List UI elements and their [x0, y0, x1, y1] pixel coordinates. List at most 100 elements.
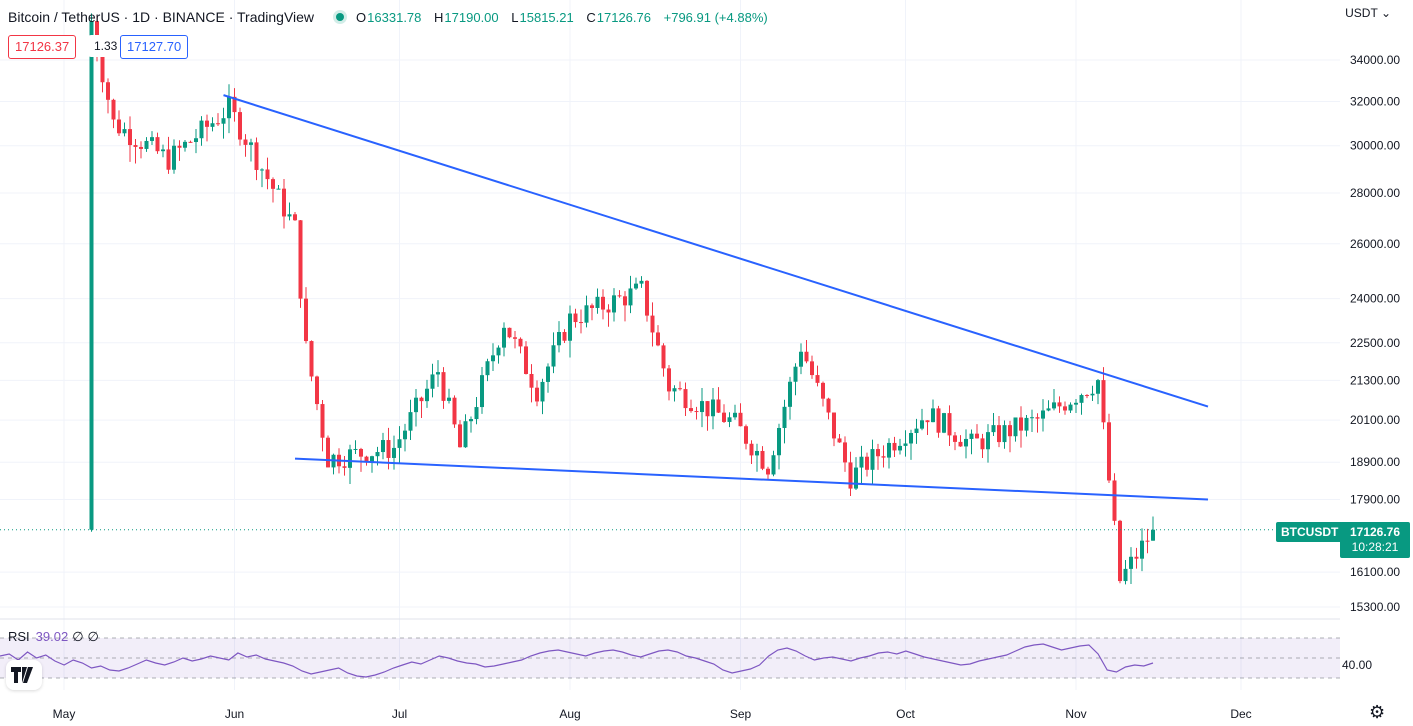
spread-value: 1.33 — [88, 35, 124, 57]
candle-body — [414, 397, 418, 413]
candle-body — [210, 123, 215, 127]
candle-body — [1019, 417, 1023, 431]
chevron-down-icon: ⌄ — [1380, 6, 1391, 20]
candle-body — [1118, 520, 1122, 582]
rsi-pane[interactable] — [0, 637, 1340, 679]
candle-body — [117, 119, 121, 134]
candle-body — [628, 288, 633, 306]
trendline-upper[interactable] — [223, 94, 1209, 408]
chart-grid — [0, 0, 1340, 690]
buy-button[interactable]: 17127.70 — [120, 35, 189, 59]
candle-body — [381, 440, 385, 453]
candle-body — [991, 425, 996, 433]
candle-body — [144, 140, 149, 149]
candle-body — [727, 417, 732, 422]
last-price-value: 17126.76 — [1349, 525, 1401, 539]
price-tick-label: 17900.00 — [1350, 492, 1400, 506]
gear-icon[interactable]: ⚙ — [1369, 702, 1386, 722]
market-status-icon[interactable] — [336, 13, 345, 21]
candle-body — [766, 468, 770, 475]
candle-body — [524, 346, 528, 374]
candle-body — [133, 145, 138, 147]
time-axis[interactable]: May Jun Jul Aug Sep Oct Nov Dec — [53, 707, 1252, 721]
candle-body — [199, 120, 204, 139]
candle-body — [1041, 410, 1045, 419]
price-tick-label: 32000.00 — [1350, 95, 1400, 109]
candle-body — [1002, 425, 1007, 443]
low-value: 15815.21 — [519, 9, 574, 25]
candle-body — [1052, 402, 1056, 409]
candle-body — [683, 389, 688, 409]
candle-body — [309, 341, 314, 377]
candle-body — [573, 313, 578, 323]
candle-body — [799, 351, 803, 367]
candle-body — [777, 427, 781, 456]
candle-body — [364, 456, 369, 463]
time-tick-label: Sep — [730, 707, 752, 721]
candle-body — [711, 399, 715, 417]
candle-body — [1085, 395, 1089, 397]
candle-body — [958, 441, 963, 447]
time-tick-label: May — [53, 707, 76, 721]
price-tick-label: 22500.00 — [1350, 336, 1400, 350]
candle-body — [529, 373, 534, 388]
trendlines[interactable] — [223, 94, 1209, 501]
candle-body — [491, 355, 495, 362]
candle-body — [1079, 395, 1084, 403]
time-tick-label: Nov — [1065, 707, 1086, 721]
candle-body — [271, 179, 275, 189]
candle-body — [221, 118, 226, 124]
rsi-extra-1: ∅ — [72, 629, 84, 644]
sell-button[interactable]: 17126.37 — [8, 35, 77, 59]
candle-body — [1068, 404, 1073, 411]
candle-body — [865, 456, 869, 470]
candle-body — [601, 296, 605, 310]
candle-body — [947, 413, 952, 436]
candle-body — [606, 309, 611, 313]
candle-body — [194, 138, 198, 143]
candle-body — [447, 397, 451, 401]
candle-body — [1134, 556, 1139, 559]
candle-body — [397, 439, 402, 448]
candle-body — [507, 327, 512, 338]
candle-body — [276, 188, 281, 190]
change-value: +796.91 (+4.88%) — [663, 9, 768, 25]
candle-body — [518, 338, 523, 347]
candle-body — [436, 372, 440, 375]
candle-body — [887, 442, 891, 458]
candle-body — [859, 456, 864, 468]
candle-body — [1030, 417, 1034, 419]
trendline-lower[interactable] — [294, 457, 1209, 501]
symbol-title[interactable]: Bitcoin / TetherUS · 1D · BINANCE · Trad… — [8, 9, 315, 25]
candle-body — [1112, 480, 1117, 521]
currency-dropdown[interactable]: USDT ⌄ — [1345, 6, 1391, 20]
candle-body — [590, 305, 594, 308]
tradingview-logo-icon[interactable] — [6, 660, 42, 690]
candle-body — [810, 361, 814, 376]
candle-body — [122, 129, 127, 134]
candle-body — [854, 467, 858, 489]
time-tick-label: Aug — [559, 707, 580, 721]
candle-body — [150, 137, 154, 141]
candle-body — [678, 388, 682, 390]
candle-body — [969, 433, 974, 439]
candle-body — [172, 145, 176, 170]
candle-body — [342, 466, 347, 468]
candle-body — [848, 462, 853, 489]
rsi-legend[interactable]: RSI 39.02 ∅ ∅ — [8, 629, 99, 645]
candle-body — [749, 443, 754, 456]
candle-body — [243, 139, 248, 145]
candle-body — [788, 381, 792, 407]
candle-body — [1101, 380, 1106, 423]
candle-body — [826, 398, 831, 413]
candle-body — [914, 428, 919, 433]
price-axis[interactable]: 34000.00 32000.00 30000.00 28000.00 26000.00… — [1350, 53, 1400, 614]
candle-body — [386, 440, 391, 458]
rsi-extra-2: ∅ — [87, 629, 99, 644]
candle-body — [315, 376, 319, 405]
candle-body — [656, 332, 660, 346]
high-label: H — [434, 9, 444, 25]
candle-body — [232, 96, 237, 113]
candle-body — [265, 169, 270, 180]
